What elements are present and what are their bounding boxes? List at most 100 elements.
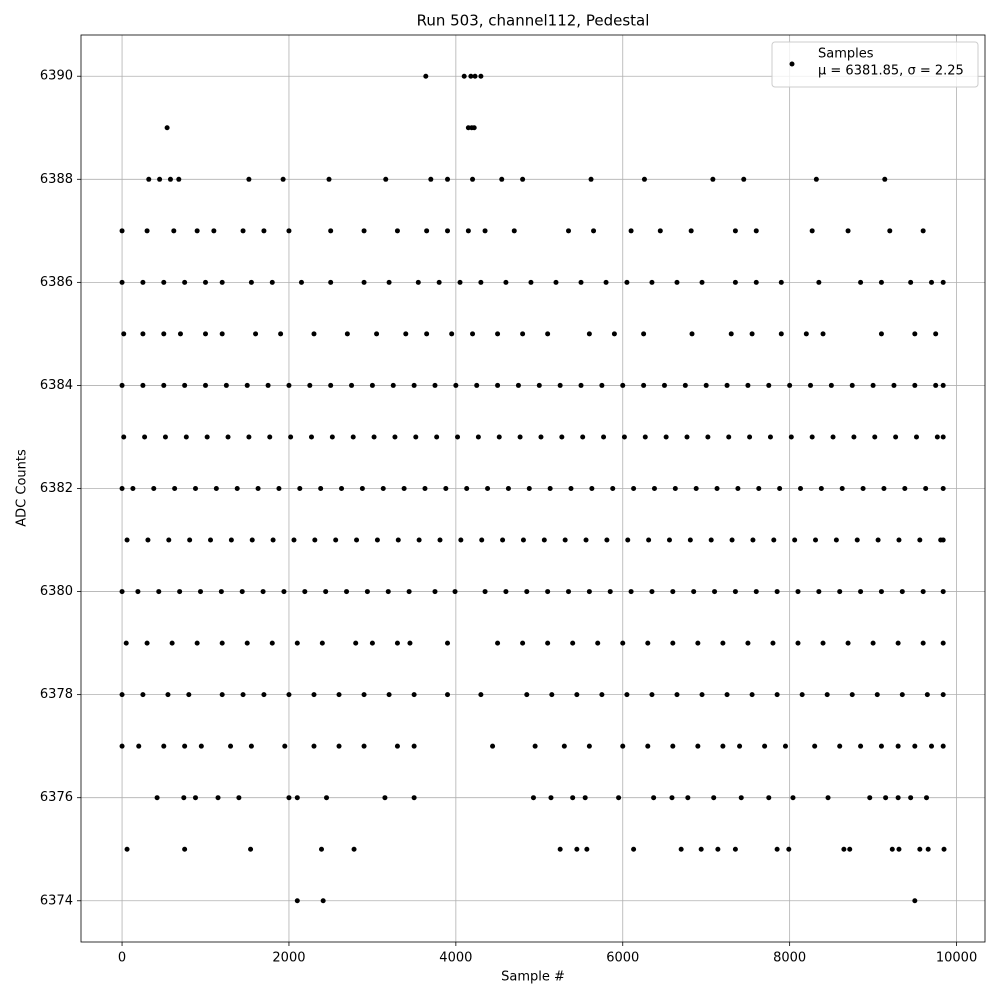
point [437,537,443,543]
point [541,537,547,543]
point [878,331,884,337]
point [628,589,634,595]
point [294,898,300,904]
point [940,743,946,749]
point [253,331,259,337]
point [735,486,741,491]
point [881,486,887,491]
point [917,846,923,852]
point [161,331,167,337]
point [482,228,488,234]
point [505,486,511,491]
point [649,279,655,285]
point [415,279,421,285]
point [893,434,899,440]
point [472,73,478,79]
point [286,228,292,234]
point [858,589,864,595]
point [816,589,822,595]
point [778,279,784,285]
point [291,537,297,543]
point [411,795,417,801]
point [157,176,163,182]
point [570,640,576,646]
point [119,279,125,285]
point [920,228,926,234]
point [878,743,884,749]
point [621,434,627,440]
y-tick-label: 6382 [40,481,73,496]
point [482,589,488,595]
point [703,382,709,388]
point [169,640,175,646]
point [845,640,851,646]
point [394,640,400,646]
point [548,795,554,801]
point [682,382,688,388]
point [532,743,538,749]
point [849,382,855,388]
point [747,434,753,440]
legend-label: Samples [818,47,874,62]
x-tick-label: 0 [118,951,126,966]
point [351,846,357,852]
point [559,434,565,440]
point [394,228,400,234]
points [119,73,947,904]
point [495,331,501,337]
y-tick-label: 6376 [40,790,73,805]
point [336,692,342,698]
point [326,176,332,182]
point [406,589,412,595]
point [511,228,517,234]
point [213,486,219,491]
point [465,228,471,234]
point [144,640,150,646]
point [182,279,188,285]
point [428,176,434,182]
point [485,486,491,491]
point [140,692,146,698]
point [841,846,847,852]
x-tick-label: 8000 [773,951,806,966]
point [197,589,203,595]
point [267,434,273,440]
point [416,537,422,543]
point [883,795,889,801]
point [750,537,756,543]
point [496,434,502,440]
point [940,640,946,646]
point [520,537,526,543]
y-axis-label: ADC Counts [15,449,30,527]
point [670,640,676,646]
point [281,589,287,595]
point [568,486,574,491]
point [774,589,780,595]
point [753,279,759,285]
point [411,692,417,698]
y-tick-label: 6378 [40,687,73,702]
point [610,486,616,491]
point [641,176,647,182]
point [557,846,563,852]
point [311,692,317,698]
point [678,846,684,852]
point [538,434,544,440]
point [641,331,647,337]
point [140,331,146,337]
point [588,176,594,182]
point [749,331,755,337]
point [774,846,780,852]
point [146,176,152,182]
point [329,434,335,440]
point [902,486,908,491]
point [695,743,701,749]
point [239,589,245,595]
point [182,846,188,852]
point [328,228,334,234]
point [651,486,657,491]
point [849,692,855,698]
point [323,589,329,595]
point [294,795,300,801]
